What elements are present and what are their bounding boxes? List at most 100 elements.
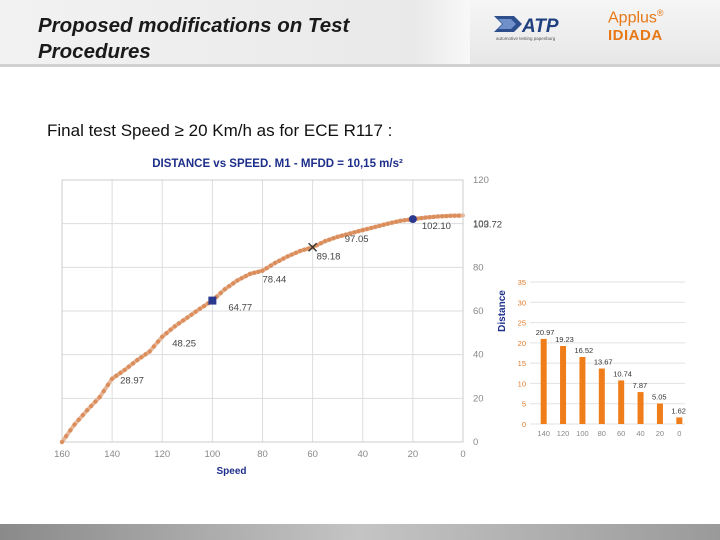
curve-point (293, 250, 299, 255)
applus-idiada-logo: Applus® IDIADA (604, 6, 676, 46)
curve-point (126, 364, 132, 369)
curve-point (84, 408, 90, 413)
atp-logo-chevron-inner (498, 19, 516, 29)
curve-point (256, 269, 261, 274)
x-tick-label: 140 (104, 449, 120, 460)
curve-point (247, 271, 253, 277)
x-tick-label: 80 (257, 449, 268, 460)
bar (676, 417, 683, 424)
curve-point (318, 240, 324, 246)
curve-point (322, 238, 328, 244)
y-tick-label: 40 (473, 350, 484, 361)
footer-bar (0, 524, 720, 540)
curve-point (435, 214, 441, 219)
data-label: 28.97 (120, 376, 144, 387)
data-label: 78.44 (263, 275, 287, 286)
chart-title: DISTANCE vs SPEED. M1 - MFDD = 10,15 m/s… (152, 158, 403, 170)
x-tick-label: 160 (54, 449, 70, 460)
curve-point (327, 237, 332, 242)
bar-y-tick-label: 20 (518, 339, 526, 348)
curve-point (439, 214, 445, 219)
bar-y-tick-label: 5 (522, 400, 526, 409)
bar (637, 392, 644, 424)
bar-x-tick-label: 20 (656, 429, 664, 438)
y-tick-label: 100 (473, 219, 489, 230)
bar-value-label: 16.52 (574, 346, 593, 355)
curve-point (368, 225, 374, 231)
curve-point (180, 318, 186, 323)
curve-point (193, 309, 198, 314)
curve-point (339, 233, 345, 238)
applus-logo-word: Applus (608, 9, 657, 27)
applus-logo-text: Applus® (608, 8, 664, 27)
curve-point (444, 213, 449, 219)
bar (656, 403, 663, 424)
atp-logo-graphic: ATP automotive testing papenburg (494, 16, 559, 41)
curve-point (373, 224, 378, 230)
curve-point (268, 263, 274, 268)
data-label: 48.25 (172, 339, 196, 350)
curve-point (285, 254, 290, 259)
bar-value-label: 10.74 (613, 369, 632, 378)
data-label: 103.72 (473, 220, 502, 231)
curve-point (101, 388, 106, 394)
curve-point (297, 248, 303, 254)
curve-point (348, 231, 353, 236)
curve-point (356, 229, 361, 234)
bar-value-label: 20.97 (536, 328, 555, 337)
curve-point (143, 352, 148, 357)
bar-y-tick-label: 25 (518, 319, 526, 328)
header-strip (0, 64, 720, 67)
bar (540, 338, 547, 424)
curve-point (97, 395, 102, 400)
atp-logo-tagline: automotive testing papenburg (496, 36, 556, 41)
curve-point (185, 315, 190, 320)
y-tick-label: 20 (473, 393, 484, 404)
curve-point (402, 218, 407, 223)
curve-point (176, 321, 182, 326)
y-tick-label: 0 (473, 437, 478, 448)
curve-point (222, 286, 228, 292)
curve-point (168, 327, 173, 332)
curve-point (331, 236, 336, 241)
atp-logo: ATP automotive testing papenburg (492, 12, 584, 42)
curve-point (393, 219, 399, 224)
x-axis-label: Speed (216, 466, 246, 477)
y-tick-label: 60 (473, 306, 484, 317)
y-axis-label: Distance (497, 290, 508, 332)
square-marker (208, 296, 217, 305)
curve-point (251, 270, 257, 276)
idiada-logo-text: IDIADA (608, 27, 663, 44)
bar-x-tick-label: 0 (677, 429, 681, 438)
curve-point (218, 290, 223, 296)
bar-y-tick-label: 30 (518, 298, 526, 307)
x-tick-label: 0 (460, 449, 465, 460)
curve-point (80, 412, 86, 418)
bar-value-label: 19.23 (555, 335, 574, 344)
distance-speed-chart: DISTANCE vs SPEED. M1 - MFDD = 10,15 m/s… (54, 158, 508, 477)
curve-point (398, 218, 403, 224)
curve-point (197, 306, 203, 312)
curve-point (105, 382, 111, 388)
bar (579, 356, 586, 424)
curve-point (134, 357, 140, 363)
curve-point (151, 344, 157, 349)
curve-point (431, 214, 436, 220)
x-tick-label: 60 (307, 449, 318, 460)
bar-x-tick-label: 80 (598, 429, 606, 438)
curve-point (364, 226, 370, 232)
curve-point (335, 234, 340, 239)
bar-x-tick-label: 120 (557, 429, 570, 438)
curve-point (189, 312, 194, 317)
circle-marker (408, 215, 417, 224)
slide-title: Proposed modifications on Test Procedure… (38, 14, 350, 63)
curve-point (381, 222, 386, 227)
curve-point (76, 417, 81, 423)
x-tick-label: 20 (408, 449, 419, 460)
bar-value-label: 5.05 (652, 393, 667, 402)
y-tick-label: 120 (473, 175, 489, 186)
curve-point (118, 370, 123, 376)
curve-point (139, 355, 144, 360)
slide-header: Proposed modifications on Test Procedure… (0, 0, 720, 67)
curve-point (302, 247, 307, 252)
